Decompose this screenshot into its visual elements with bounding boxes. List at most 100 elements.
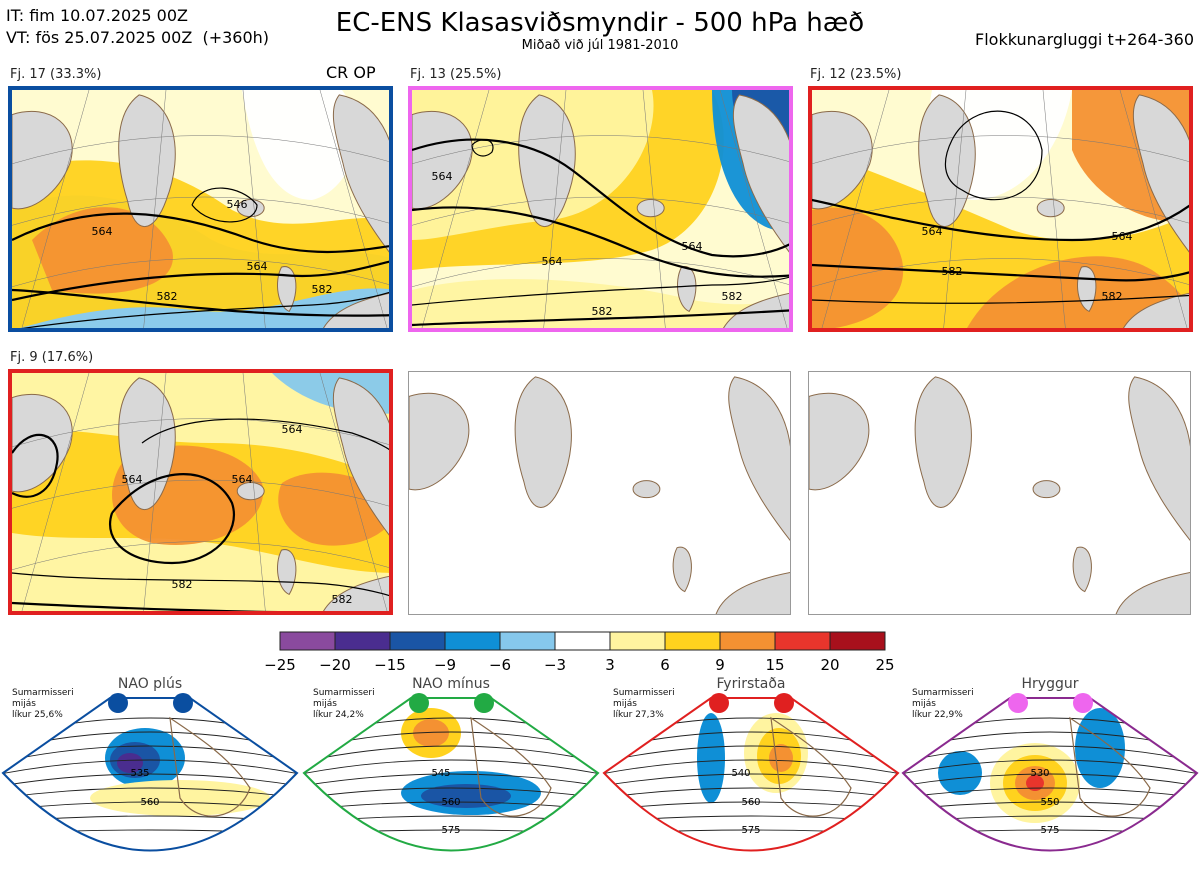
canada-land <box>409 392 470 491</box>
height-contour <box>412 309 789 327</box>
latitude-gridline <box>12 418 389 448</box>
map-canvas: 564 564 564 582 582 <box>412 90 789 328</box>
regime-contour <box>304 745 598 763</box>
height-contour <box>944 110 1043 201</box>
colorbar-swatch <box>609 631 666 651</box>
iceland-land <box>1036 198 1065 218</box>
latitude-gridline <box>12 541 389 571</box>
longitude-gridline <box>543 90 567 328</box>
regime-dot <box>774 693 794 713</box>
colorbar-swatch <box>829 631 886 651</box>
panel-label: Fj. 13 (25.5%) <box>410 67 502 82</box>
british-isles-land <box>277 266 297 313</box>
greenland-land <box>918 94 976 228</box>
regime-contour-label: 560 <box>741 797 760 808</box>
longitude-gridline <box>421 90 490 328</box>
regime-contour-label: 575 <box>441 825 460 836</box>
regime-frame <box>1 697 299 852</box>
iceland-land <box>632 480 661 499</box>
latitude-gridline <box>412 135 789 165</box>
height-contour <box>812 263 1189 282</box>
page-title: EC-ENS Klasasviðsmyndir - 500 hPa hæð <box>335 8 865 38</box>
regime-frame <box>602 697 900 852</box>
map-canvas: 564 546 564 582 582 <box>12 90 389 328</box>
panel-tag: CR OP <box>326 63 376 82</box>
regime-contour-label: 575 <box>1040 825 1059 836</box>
regime-contour <box>604 773 898 787</box>
colorbar-swatch <box>774 631 831 651</box>
regime-anomaly <box>421 784 511 808</box>
scandinavia-land <box>332 94 389 253</box>
regime-nao-plus: 535 560 NAO plús Sumarmisseri mijás líkur… <box>0 676 300 868</box>
panel-label: Fj. 17 (33.3%) <box>10 67 102 82</box>
regime-title: NAO mínus <box>412 676 490 692</box>
europe-land <box>715 571 790 614</box>
regime-contour-label: 545 <box>431 768 450 779</box>
regime-nao-minus: 545 560 575 NAO mínus Sumarmisseri mijás l… <box>301 676 601 868</box>
regime-contour <box>903 773 1197 787</box>
height-contour <box>191 187 258 223</box>
colorbar-tick: 15 <box>765 656 784 674</box>
contour-label: 582 <box>942 265 963 278</box>
longitude-gridline <box>143 373 167 611</box>
regime-blocking: 540 560 575 Fyrirstaða Sumarmisseri mijás … <box>601 676 901 868</box>
scandinavia-land <box>332 377 389 536</box>
regime-contour <box>903 787 1197 799</box>
regime-map: 535 560 <box>1 693 299 852</box>
latitude-gridline <box>12 135 389 165</box>
regime-coastline <box>470 716 552 817</box>
colorbar-tick: −25 <box>264 656 296 674</box>
regime-contour <box>3 759 297 775</box>
british-isles-land <box>672 546 692 593</box>
regime-coastline <box>1069 716 1151 817</box>
height-contour <box>109 473 235 565</box>
empty-map-2 <box>808 371 1191 615</box>
height-contour <box>12 572 389 597</box>
regime-contour <box>604 759 898 775</box>
regime-dot <box>409 693 429 713</box>
colorbar-swatch <box>554 631 611 651</box>
contour-label: 582 <box>312 283 333 296</box>
longitude-gridline <box>21 373 90 611</box>
regime-probability: Sumarmisseri mijás líkur 25,6% <box>12 688 74 720</box>
contour-label: 582 <box>157 290 178 303</box>
iceland-land <box>1032 480 1061 499</box>
colorbar-swatch <box>334 631 391 651</box>
regime-contour-label: 560 <box>140 797 159 808</box>
regime-probability: Sumarmisseri mijás líkur 22,9% <box>912 688 974 720</box>
regime-contour <box>3 773 297 787</box>
contour-label: 582 <box>1102 290 1123 303</box>
europe-land <box>723 292 789 328</box>
regime-map: 540 560 575 <box>602 693 900 852</box>
height-contour <box>12 288 389 317</box>
colorbar-tick: −15 <box>374 656 406 674</box>
scandinavia-land <box>1132 94 1189 253</box>
europe-land <box>1123 292 1189 328</box>
colorbar-tick: 3 <box>605 656 615 674</box>
regime-anomaly <box>117 753 143 773</box>
british-isles-land <box>1072 546 1092 593</box>
height-contour <box>12 260 389 302</box>
regime-contour-label: 550 <box>1040 797 1059 808</box>
contour-label: 582 <box>722 290 743 303</box>
contour-label: 564 <box>122 473 143 486</box>
colorbar-tick: −20 <box>319 656 351 674</box>
greenland-land <box>514 376 572 508</box>
height-contour <box>412 276 789 306</box>
greenland-land <box>118 94 176 228</box>
map-canvas: 564 564 582 582 <box>812 90 1189 328</box>
iceland-land <box>636 198 665 218</box>
longitude-gridline <box>943 90 967 328</box>
regime-anomaly <box>938 751 982 795</box>
colorbar-swatch <box>499 631 556 651</box>
europe-land <box>1115 571 1190 614</box>
contour-label: 546 <box>227 198 248 211</box>
contour-label: 582 <box>172 578 193 591</box>
height-contour <box>141 418 389 451</box>
longitude-gridline <box>143 90 167 328</box>
latitude-gridline <box>812 258 1189 288</box>
regime-coastline <box>169 716 251 817</box>
init-time: IT: fim 10.07.2025 00Z <box>6 6 188 25</box>
regime-contour <box>3 787 297 799</box>
height-contour <box>412 138 789 258</box>
